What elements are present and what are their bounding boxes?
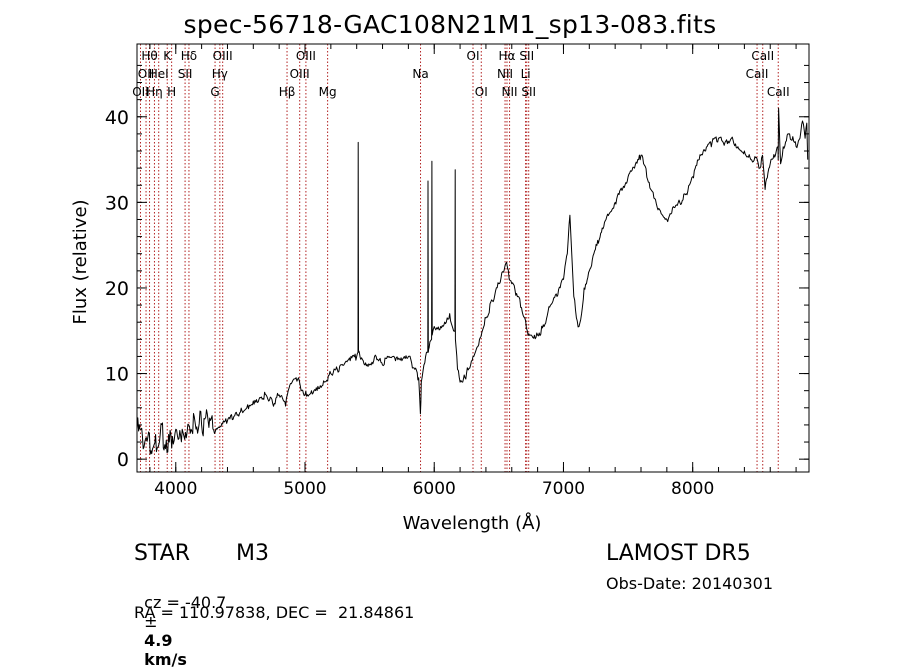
line-marker-label: K [163,49,172,63]
cz-error: 4.9 [144,631,173,650]
subclass-label: M3 [236,541,269,566]
spectrum-chart: OIIOIIHθHηHeIKHSIIHδGHγOIIIHβOIIIOIIIMgN… [70,43,810,534]
line-marker-label: Hβ [279,85,296,99]
line-marker-label: CaII [746,67,769,81]
axes: 4000 5000 6000 7000 8000 0 10 20 30 40 [105,43,810,499]
obs-date: Obs-Date: 20140301 [606,574,774,593]
line-marker-label: NII [502,85,518,99]
plus-minus-symbol: ± [144,612,158,631]
line-marker-label: Hθ [141,49,157,63]
line-marker-label: G [210,85,219,99]
line-marker-label: OII [132,85,149,99]
x-tick-label: 8000 [671,479,714,499]
line-marker-label: NII [497,67,513,81]
x-tick-label: 7000 [542,479,585,499]
line-marker-label: Hγ [212,67,228,81]
line-marker-label: Li [521,67,531,81]
line-marker-label: SII [519,49,534,63]
line-marker-label: Na [412,67,428,81]
chart-title: spec-56718-GAC108N21M1_sp13-083.fits [183,10,717,39]
spectral-line-markers [139,44,779,472]
y-tick-label: 40 [105,107,129,129]
line-marker-label: OIII [290,67,310,81]
line-marker-label: OIII [296,49,316,63]
line-marker-label: OII [138,67,155,81]
line-marker-label: CaII [767,85,790,99]
survey-label: LAMOST DR5 [606,541,751,566]
cz-unit: km/s [144,650,187,669]
x-axis-label: Wavelength (Å) [403,512,542,534]
y-tick-label: 0 [117,449,129,471]
y-tick-label: 10 [105,364,129,386]
line-marker-label: SII [521,85,536,99]
cz-label: cz = [144,593,185,612]
cz-value: -40.7 [184,593,227,612]
line-marker-label: OIII [213,49,233,63]
y-axis-label: Flux (relative) [70,199,91,324]
plot-frame [136,43,810,473]
line-marker-label: OI [475,85,488,99]
line-marker-label: HeI [149,67,169,81]
line-marker-label: Hη [146,85,163,99]
line-marker-label: Hδ [181,49,197,63]
x-tick-label: 4000 [154,479,197,499]
line-marker-label: H [167,85,176,99]
class-label: STAR [134,541,191,566]
coordinates: RA = 110.97838, DEC = 21.84861 [134,603,415,622]
x-tick-label: 6000 [413,479,456,499]
line-marker-label: OI [467,49,480,63]
line-marker-label: Mg [319,85,337,99]
x-tick-label: 5000 [283,479,326,499]
spectrum-line [136,107,809,455]
y-tick-label: 20 [105,278,129,300]
line-marker-label: CaII [751,49,774,63]
line-marker-label: SII [178,67,193,81]
y-tick-label: 30 [105,192,129,214]
spectral-line-labels: OIIOIIHθHηHeIKHSIIHδGHγOIIIHβOIIIOIIIMgN… [132,49,789,99]
line-marker-label: Hα [499,49,516,63]
